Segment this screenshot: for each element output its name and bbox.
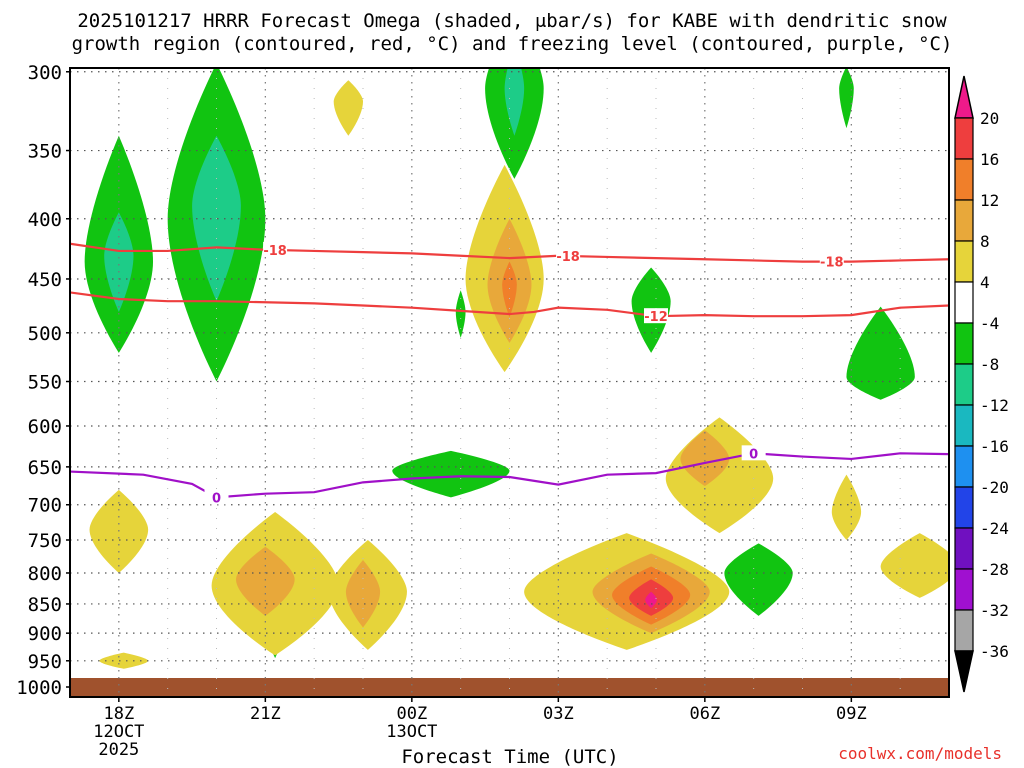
isotherm-label: -12 xyxy=(644,310,668,325)
omega-region xyxy=(831,474,862,540)
omega-region xyxy=(502,261,517,318)
plot-frame xyxy=(69,67,950,698)
x-tick-label: 18Z xyxy=(103,704,134,724)
y-tick-label: 700 xyxy=(28,495,62,517)
colorbar-label: 8 xyxy=(980,232,990,251)
colorbar-segment xyxy=(954,527,974,570)
isotherm-line xyxy=(70,452,949,499)
y-tick-label: 300 xyxy=(28,62,62,84)
omega-region xyxy=(104,212,134,312)
isotherm-label: -18 xyxy=(556,250,580,265)
isotherm-label: 0 xyxy=(212,491,221,506)
omega-region xyxy=(236,546,295,616)
x-tick-date: 12OCT xyxy=(93,722,144,742)
omega-region xyxy=(392,450,510,498)
colorbar-label: 20 xyxy=(980,109,999,128)
colorbar-label: -32 xyxy=(980,601,1009,620)
omega-region xyxy=(839,68,854,129)
x-tick-year: 2025 xyxy=(98,740,139,760)
colorbar-segment xyxy=(954,609,974,652)
colorbar-segment xyxy=(954,322,974,365)
omega-region xyxy=(724,543,793,616)
y-tick-label: 550 xyxy=(28,372,62,394)
isotherm-label-bg xyxy=(819,253,844,269)
y-tick-label: 450 xyxy=(28,269,62,291)
x-tick-label: 03Z xyxy=(543,704,574,724)
omega-region xyxy=(680,430,730,487)
y-tick-label: 400 xyxy=(28,209,62,231)
omega-region xyxy=(345,560,381,628)
y-tick-label: 600 xyxy=(28,416,62,438)
omega-region xyxy=(645,591,657,609)
colorbar-segment xyxy=(954,363,974,406)
omega-region xyxy=(455,290,466,338)
omega-region xyxy=(846,306,915,400)
colorbar-label: -20 xyxy=(980,478,1009,497)
omega-region xyxy=(665,417,774,534)
colorbar-label: 12 xyxy=(980,191,999,210)
colorbar-segment xyxy=(954,404,974,447)
colorbar-segment xyxy=(954,486,974,529)
plot-area: -18 -18 -18 -12 0 0 xyxy=(70,68,949,697)
colorbar-label: -36 xyxy=(980,642,1009,661)
colorbar-segment xyxy=(954,158,974,201)
y-tick-label: 850 xyxy=(28,594,62,616)
isotherm-label-bg xyxy=(556,247,581,263)
x-tick-label: 21Z xyxy=(250,704,281,724)
y-tick-label: 800 xyxy=(28,563,62,585)
isotherm-label: -18 xyxy=(263,244,287,259)
chart-title-line-2: growth region (contoured, red, °C) and f… xyxy=(71,33,953,55)
y-tick-label: 350 xyxy=(28,141,62,163)
y-tick-label: 950 xyxy=(28,651,62,673)
isotherm-label-bg xyxy=(644,308,668,324)
x-tick-label: 09Z xyxy=(836,704,867,724)
omega-region xyxy=(333,80,363,136)
colorbar-label: -16 xyxy=(980,437,1009,456)
isotherm-label: 0 xyxy=(749,447,758,462)
isotherm-label-bg xyxy=(204,489,229,505)
colorbar-label: -4 xyxy=(980,314,999,333)
y-tick-label: 650 xyxy=(28,457,62,479)
y-tick-label: 750 xyxy=(28,530,62,552)
omega-region xyxy=(99,652,149,669)
x-axis-label: Forecast Time (UTC) xyxy=(401,746,619,768)
chart-title-line-1: 2025101217 HRRR Forecast Omega (shaded, … xyxy=(77,10,947,32)
y-tick-label: 500 xyxy=(28,323,62,345)
x-tick-date: 13OCT xyxy=(386,722,437,742)
colorbar-segment xyxy=(954,445,974,488)
colorbar-label: 4 xyxy=(980,273,990,292)
colorbar-segment xyxy=(954,117,974,160)
x-tick-label: 06Z xyxy=(689,704,720,724)
ground-bar xyxy=(70,678,949,697)
colorbar-label: 16 xyxy=(980,150,999,169)
colorbar-label: -24 xyxy=(980,519,1009,538)
isotherm-line xyxy=(70,291,949,318)
isotherm-label-bg xyxy=(741,445,766,461)
colorbar-label: -8 xyxy=(980,355,999,374)
y-tick-label: 1000 xyxy=(16,677,62,699)
colorbar-segment xyxy=(954,240,974,283)
colorbar-segment xyxy=(954,568,974,611)
colorbar-segment xyxy=(954,199,974,242)
isotherm-line xyxy=(70,242,949,263)
credit-text: coolwx.com/models xyxy=(838,744,1002,763)
y-tick-label: 900 xyxy=(28,623,62,645)
isotherm-label: -18 xyxy=(820,256,844,271)
colorbar-segment xyxy=(954,281,974,324)
colorbar-label: -12 xyxy=(980,396,1009,415)
x-tick-label: 00Z xyxy=(396,704,427,724)
omega-region xyxy=(880,533,949,598)
colorbar-top-arrow xyxy=(954,75,974,119)
colorbar-bottom-arrow xyxy=(954,650,974,693)
colorbar-label: -28 xyxy=(980,560,1009,579)
isotherm-label-bg xyxy=(263,241,288,257)
